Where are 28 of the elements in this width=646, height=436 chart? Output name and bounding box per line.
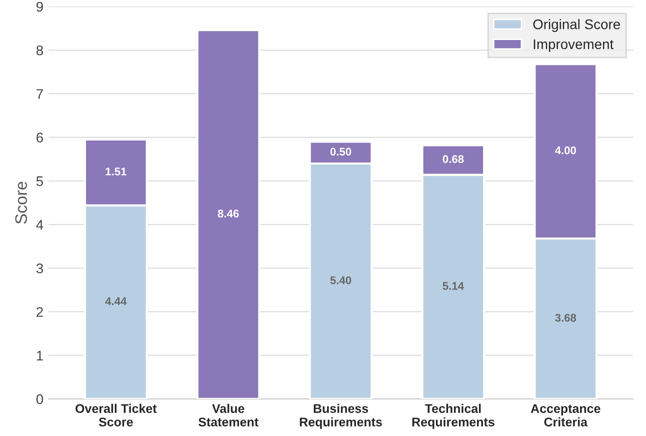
x-tick-label: Business Requirements <box>300 404 382 429</box>
data-label: 5.40 <box>330 276 352 284</box>
data-label: 0.50 <box>330 148 352 156</box>
data-label: 0.68 <box>442 155 464 163</box>
data-label: 4.44 <box>105 297 127 306</box>
data-label: 4.00 <box>554 146 576 154</box>
data-label: 5.14 <box>442 282 464 290</box>
y-tick-label: 5 <box>36 176 44 186</box>
data-label: 8.46 <box>218 210 239 218</box>
data-label: 3.68 <box>555 314 576 322</box>
x-tick-label: Overall Ticket Score <box>76 404 157 426</box>
data-label: 1.51 <box>106 168 126 176</box>
y-tick-label: 0 <box>36 394 44 404</box>
y-tick-label: 6 <box>36 132 43 143</box>
x-tick-label: Acceptance Criteria <box>530 404 600 426</box>
y-tick-label: 9 <box>36 2 43 12</box>
y-axis-title: Score <box>15 182 28 224</box>
x-tick-label: Value Statement <box>198 404 258 426</box>
y-tick-label: 7 <box>36 89 43 99</box>
y-tick-label: 8 <box>36 45 43 56</box>
y-tick-label: 2 <box>36 307 43 317</box>
x-tick-label: Technical Requirements <box>412 404 494 429</box>
bar <box>196 29 260 399</box>
y-tick-label: 3 <box>36 263 43 274</box>
legend-label: Original Score <box>533 19 620 32</box>
y-tick-label: 4 <box>36 220 44 230</box>
y-tick-label: 1 <box>36 350 43 360</box>
legend-label: Improvement <box>534 39 614 52</box>
